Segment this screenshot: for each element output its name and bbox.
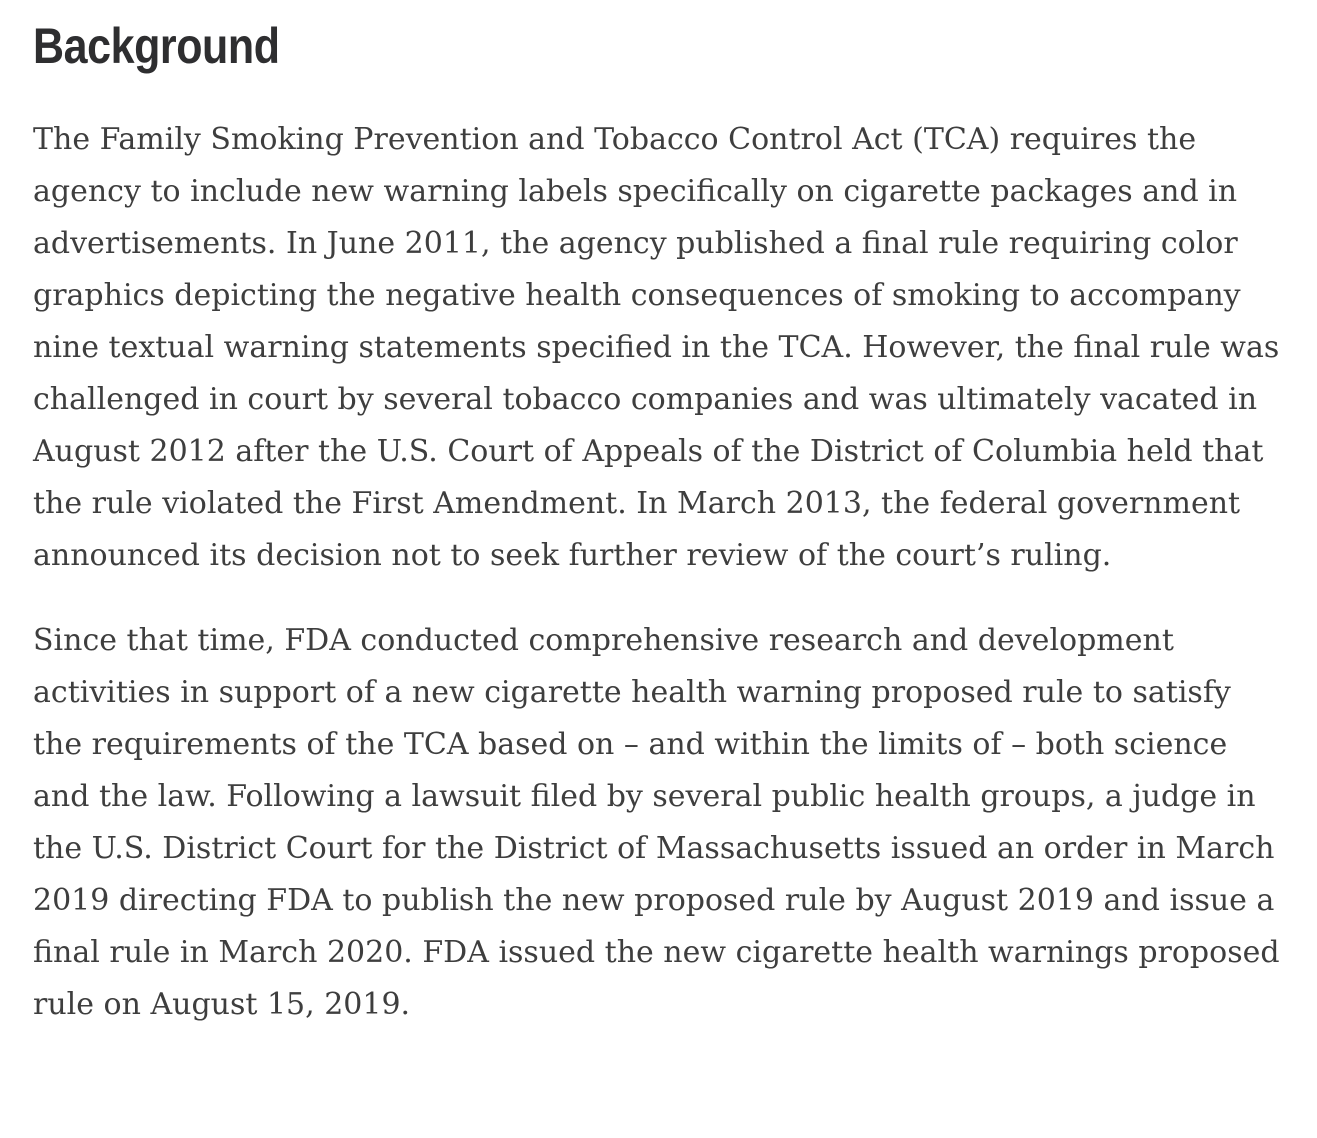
paragraph-background-history: The Family Smoking Prevention and Tobacc… [33,122,1280,573]
paragraph-fda-rulemaking: Since that time, FDA conducted comprehen… [33,623,1280,1022]
article-body: The Family Smoking Prevention and Tobacc… [33,114,1287,1031]
page-title: Background [33,18,280,74]
